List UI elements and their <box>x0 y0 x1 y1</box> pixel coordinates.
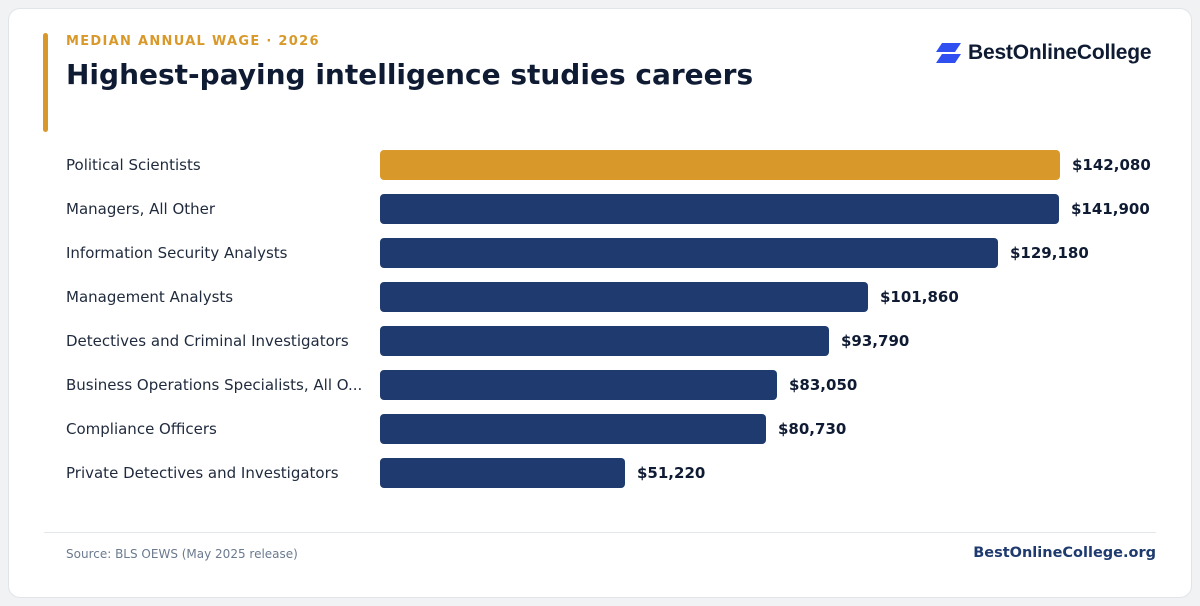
value-label: $101,860 <box>880 288 959 306</box>
site-link[interactable]: BestOnlineCollege.org <box>973 545 1156 561</box>
stacked-parallelogram-icon <box>936 43 961 63</box>
category-label: Managers, All Other <box>66 200 216 218</box>
bar-1 <box>380 194 1059 224</box>
category-label: Information Security Analysts <box>66 244 288 262</box>
bar-2 <box>380 238 998 268</box>
category-label: Detectives and Criminal Investigators <box>66 332 349 350</box>
category-label: Private Detectives and Investigators <box>66 464 339 482</box>
chart-title: Highest-paying intelligence studies care… <box>66 58 754 91</box>
value-label: $142,080 <box>1072 156 1151 174</box>
footer-divider <box>44 532 1156 533</box>
source-note: Source: BLS OEWS (May 2025 release) <box>66 547 298 561</box>
value-label: $141,900 <box>1071 200 1150 218</box>
value-label: $83,050 <box>789 376 857 394</box>
brand-logo-text: BestOnlineCollege <box>968 41 1152 64</box>
category-label: Compliance Officers <box>66 420 217 438</box>
value-label: $80,730 <box>778 420 846 438</box>
category-label: Political Scientists <box>66 156 201 174</box>
bar-7 <box>380 458 625 488</box>
bar-3 <box>380 282 868 312</box>
category-label: Business Operations Specialists, All O..… <box>66 376 362 394</box>
chart-eyebrow: MEDIAN ANNUAL WAGE · 2026 <box>66 34 320 49</box>
brand-logo[interactable]: BestOnlineCollege <box>936 40 1152 66</box>
bar-4 <box>380 326 829 356</box>
category-label: Management Analysts <box>66 288 233 306</box>
value-label: $93,790 <box>841 332 909 350</box>
bar-6 <box>380 414 766 444</box>
title-accent-bar <box>43 33 48 132</box>
bar-0 <box>380 150 1060 180</box>
bar-5 <box>380 370 777 400</box>
value-label: $129,180 <box>1010 244 1089 262</box>
value-label: $51,220 <box>637 464 705 482</box>
